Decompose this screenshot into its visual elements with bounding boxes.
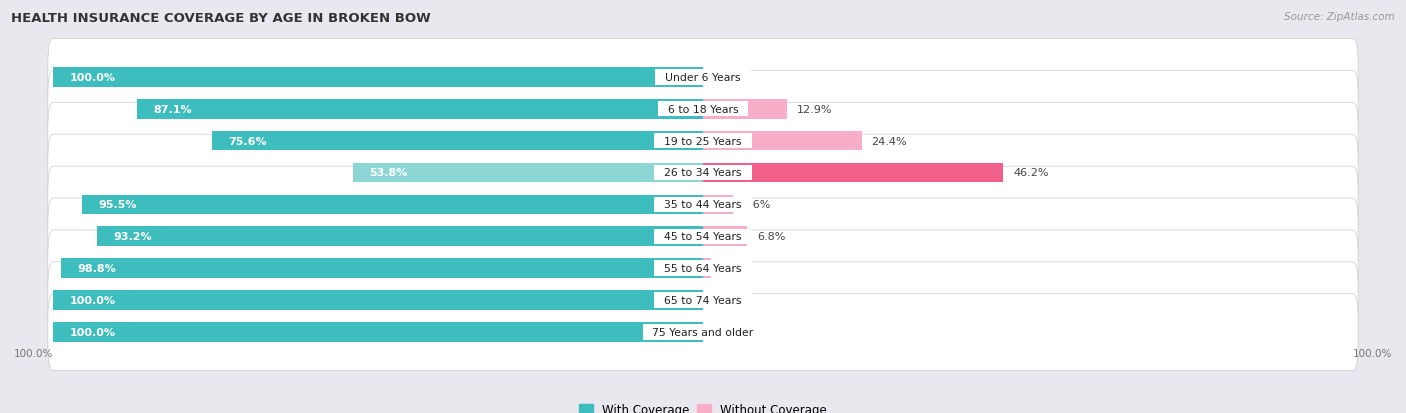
Text: 0.0%: 0.0% [713,295,741,305]
Text: 26 to 34 Years: 26 to 34 Years [657,168,749,178]
FancyBboxPatch shape [48,199,1358,275]
Bar [83,195,703,215]
Text: 45 to 54 Years: 45 to 54 Years [657,232,749,242]
Text: 95.5%: 95.5% [98,200,136,210]
Text: 35 to 44 Years: 35 to 44 Years [657,200,749,210]
Text: 24.4%: 24.4% [872,136,907,146]
Bar [703,259,711,278]
FancyBboxPatch shape [48,230,1358,307]
Bar [703,227,747,247]
Bar [60,259,703,278]
Bar [53,291,703,310]
Bar [136,100,703,119]
Bar [53,68,703,88]
FancyBboxPatch shape [48,71,1358,147]
Text: 100.0%: 100.0% [69,73,115,83]
Text: 100.0%: 100.0% [69,327,115,337]
Text: 6 to 18 Years: 6 to 18 Years [661,104,745,114]
Text: 1.2%: 1.2% [720,263,749,273]
Text: 12.9%: 12.9% [797,104,832,114]
FancyBboxPatch shape [48,262,1358,339]
Text: 0.0%: 0.0% [713,73,741,83]
Text: 87.1%: 87.1% [153,104,191,114]
Text: 0.0%: 0.0% [713,327,741,337]
Text: 53.8%: 53.8% [370,168,408,178]
Bar [97,227,703,247]
Text: 93.2%: 93.2% [114,232,152,242]
Bar [703,100,787,119]
Bar [353,163,703,183]
Text: 75 Years and older: 75 Years and older [645,327,761,337]
Legend: With Coverage, Without Coverage: With Coverage, Without Coverage [574,398,832,413]
FancyBboxPatch shape [48,39,1358,116]
FancyBboxPatch shape [48,135,1358,211]
Bar [703,195,733,215]
Bar [212,131,703,151]
Text: 75.6%: 75.6% [228,136,267,146]
Bar [703,131,862,151]
Text: 19 to 25 Years: 19 to 25 Years [657,136,749,146]
Text: 55 to 64 Years: 55 to 64 Years [657,263,749,273]
Text: Source: ZipAtlas.com: Source: ZipAtlas.com [1284,12,1395,22]
Text: 100.0%: 100.0% [1353,349,1392,358]
Text: 6.8%: 6.8% [756,232,786,242]
Text: 46.2%: 46.2% [1012,168,1049,178]
Text: 100.0%: 100.0% [69,295,115,305]
Bar [703,163,1004,183]
Bar [53,323,703,342]
FancyBboxPatch shape [48,294,1358,370]
Text: 100.0%: 100.0% [14,349,53,358]
Text: 4.6%: 4.6% [742,200,770,210]
Text: HEALTH INSURANCE COVERAGE BY AGE IN BROKEN BOW: HEALTH INSURANCE COVERAGE BY AGE IN BROK… [11,12,432,25]
FancyBboxPatch shape [48,167,1358,243]
Text: 65 to 74 Years: 65 to 74 Years [657,295,749,305]
Text: 98.8%: 98.8% [77,263,115,273]
Text: Under 6 Years: Under 6 Years [658,73,748,83]
FancyBboxPatch shape [48,103,1358,179]
